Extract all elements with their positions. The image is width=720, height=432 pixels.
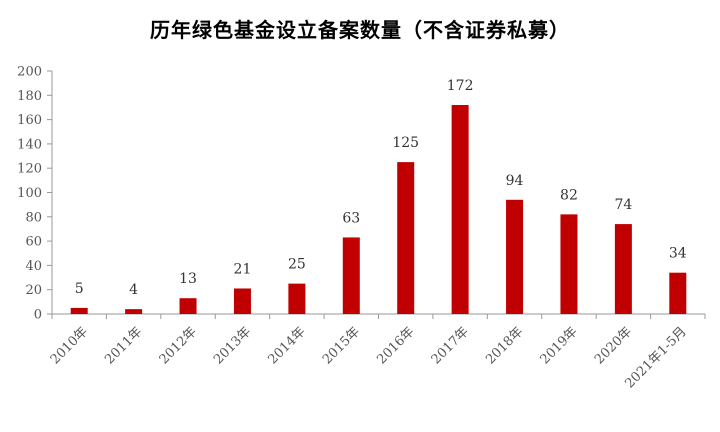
bar <box>397 162 415 314</box>
bar <box>288 283 306 314</box>
bar <box>560 214 578 314</box>
y-tick-label: 60 <box>25 235 42 250</box>
x-tick-label: 2019年 <box>538 324 581 367</box>
y-tick-label: 40 <box>25 259 42 274</box>
x-tick-label: 2018年 <box>483 324 526 367</box>
data-label: 13 <box>179 271 197 287</box>
y-tick-label: 80 <box>25 210 42 225</box>
data-label: 94 <box>506 173 524 189</box>
chart-title: 历年绿色基金设立备案数量（不含证券私募） <box>150 18 570 42</box>
data-label: 74 <box>614 197 632 213</box>
bar <box>233 288 251 314</box>
data-label: 21 <box>234 261 252 277</box>
x-tick-label: 2010年 <box>48 324 91 367</box>
bar <box>614 224 632 314</box>
x-tick-label: 2016年 <box>374 324 417 367</box>
y-tick-label: 160 <box>17 113 42 128</box>
bar <box>179 298 197 314</box>
data-label: 25 <box>288 257 306 273</box>
x-tick-label: 2013年 <box>211 324 254 367</box>
bar <box>342 237 360 314</box>
data-label: 63 <box>342 210 360 226</box>
data-label: 5 <box>75 281 84 297</box>
x-tick-label: 2014年 <box>266 324 309 367</box>
bar <box>669 272 687 314</box>
bar <box>125 309 143 314</box>
data-label: 34 <box>669 246 687 262</box>
bar <box>70 307 88 314</box>
y-tick-label: 200 <box>17 65 42 80</box>
y-tick-label: 20 <box>25 283 42 298</box>
data-label: 4 <box>129 282 138 298</box>
bar <box>451 105 469 315</box>
bar <box>506 199 524 314</box>
y-tick-label: 180 <box>17 89 42 104</box>
y-tick-label: 120 <box>17 162 42 177</box>
y-tick-label: 100 <box>17 186 42 201</box>
x-tick-label: 2015年 <box>320 324 363 367</box>
data-label: 172 <box>447 78 474 94</box>
data-label: 82 <box>560 187 578 203</box>
x-tick-label: 2017年 <box>429 324 472 367</box>
x-tick-label: 2011年 <box>102 324 145 367</box>
x-tick-label: 2020年 <box>592 324 635 367</box>
y-tick-label: 0 <box>34 308 42 323</box>
x-tick-label: 2012年 <box>157 324 200 367</box>
y-tick-label: 140 <box>17 137 42 152</box>
data-label: 125 <box>392 135 419 151</box>
